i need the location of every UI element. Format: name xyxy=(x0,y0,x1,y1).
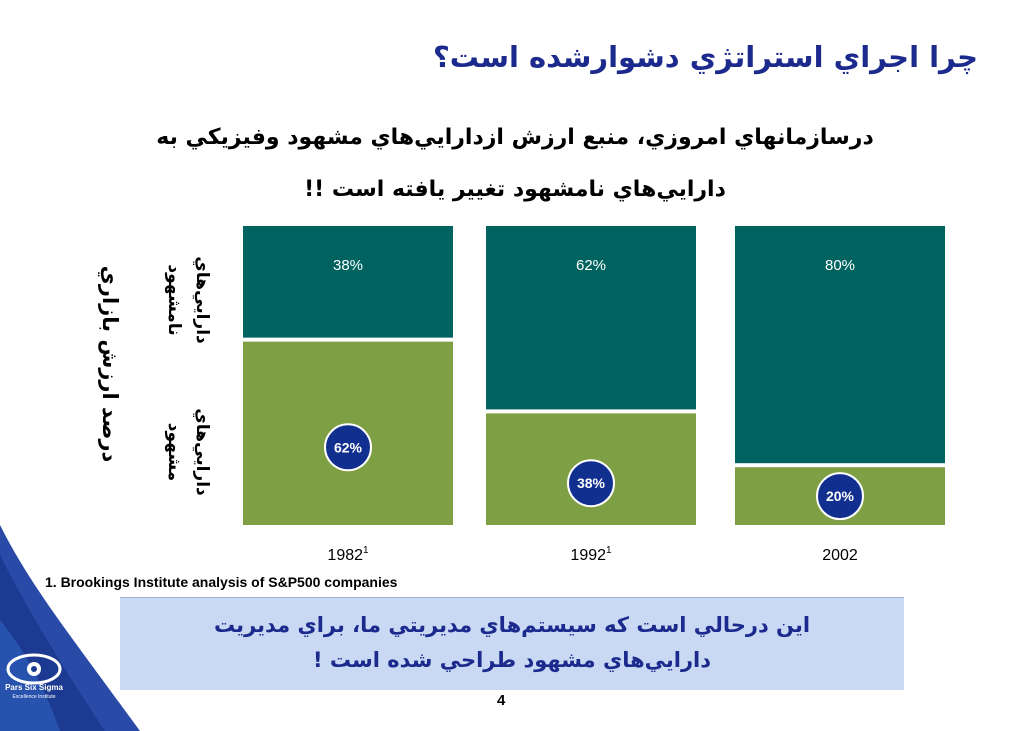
tick-label-1982: 19821 xyxy=(327,545,369,564)
label-intangible-1992: 62% xyxy=(576,257,606,274)
bar-intangible-2002 xyxy=(735,226,945,464)
page-number: 4 xyxy=(497,692,506,709)
label-intangible-2002: 80% xyxy=(825,257,855,274)
label-tangible-1992: 38% xyxy=(577,475,606,491)
tick-label-2002: 2002 xyxy=(822,547,858,564)
badge-tangible-1992 xyxy=(567,459,615,508)
bar-intangible-1982 xyxy=(243,226,453,338)
subtitle-line-1: درسازمانهاي امروزي، منبع ارزش ازدارايي‌ه… xyxy=(156,125,874,150)
slide-subtitle: درسازمانهاي امروزي، منبع ارزش ازدارايي‌ه… xyxy=(130,112,900,216)
callout-line-1: اين درحالي است که سيستم‌هاي مديريتي ما، … xyxy=(213,613,811,637)
slide-title: چرا اجراي استراتژي دشوارشده است؟ xyxy=(432,40,978,74)
badge-tangible-1982 xyxy=(324,423,372,472)
callout-box: اين درحالي است که سيستم‌هاي مديريتي ما، … xyxy=(120,597,904,690)
label-tangible-1982: 62% xyxy=(334,439,363,455)
stacked-bar-chart: 38% 62% 19821 62% 38% 19921 80% 20% 2002 xyxy=(243,226,945,564)
subtitle-line-2: دارايي‌هاي نامشهود تغيير يافته است !! xyxy=(304,177,726,202)
badge-tangible-2002 xyxy=(816,472,864,521)
bar-intangible-1992 xyxy=(486,226,696,410)
callout-line-2: دارايي‌هاي مشهود طراحي شده است ! xyxy=(312,648,712,672)
corner-logo-decoration xyxy=(0,525,140,731)
label-tangible-2002: 20% xyxy=(826,488,855,504)
label-intangible-1982: 38% xyxy=(333,257,363,274)
logo-tagline: Excellence Institute xyxy=(12,694,56,700)
footnote: 1. Brookings Institute analysis of S&P50… xyxy=(45,574,398,590)
logo-name: Pars Six Sigma xyxy=(5,683,63,692)
tick-label-1992: 19921 xyxy=(570,545,612,564)
